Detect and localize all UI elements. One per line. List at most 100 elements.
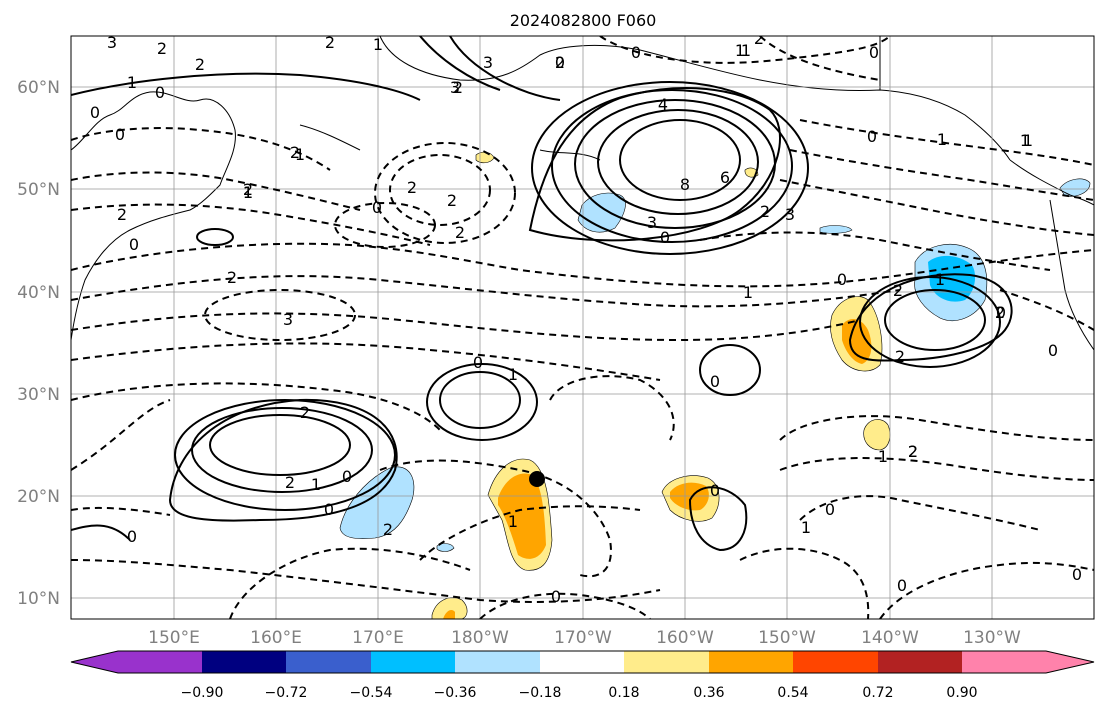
contour-neg-22	[759, 36, 881, 81]
contour-neg-28	[419, 505, 641, 561]
map-title: 2024082800 F060	[510, 11, 657, 30]
contour-label: 6	[720, 168, 730, 187]
shade-lightblue-west	[339, 466, 415, 539]
colorbar-tick-label: −0.54	[350, 685, 393, 701]
lon-label: 150°E	[148, 628, 200, 648]
contour-label: 2	[760, 202, 770, 221]
colorbar-tick-label: 0.54	[777, 685, 808, 701]
contour-neg-13	[779, 415, 1094, 441]
contour-label: 0	[555, 53, 565, 72]
contour-label: 1	[878, 447, 888, 466]
contour-label: 0	[710, 372, 720, 391]
lat-label: 60°N	[17, 78, 60, 98]
colorbar-cells	[70, 650, 1095, 674]
lon-label: 170°E	[352, 628, 404, 648]
contour-label: 0	[115, 125, 125, 144]
contour-label: 1	[935, 270, 945, 289]
colorbar-tick-label: −0.18	[519, 685, 562, 701]
contour-label: 1	[735, 41, 745, 60]
contour-neg-8	[71, 559, 661, 603]
latitude-labels: 60°N 50°N 40°N 30°N 20°N 10°N	[17, 78, 60, 609]
contour-north-1	[71, 72, 421, 101]
lat-label: 30°N	[17, 385, 60, 405]
contour-label: 0	[1072, 565, 1082, 584]
contour-neg-19	[71, 171, 361, 211]
contour-label: 2	[908, 442, 918, 461]
colorbar-tick-label: −0.72	[265, 685, 308, 701]
contour-label: 0	[372, 198, 382, 217]
contour-label: 0	[90, 103, 100, 122]
contour-label: 0	[127, 527, 137, 546]
contour-label: 0	[324, 500, 334, 519]
lat-label: 50°N	[17, 180, 60, 200]
contour-neg-24	[789, 149, 1094, 201]
colorbar-cell	[371, 651, 455, 673]
colorbar-tick-label: 0.90	[946, 685, 977, 701]
contour-neg-3	[71, 312, 861, 342]
colorbar-cell	[455, 651, 540, 673]
contour-label: 1	[295, 145, 305, 164]
contour-neg-9	[229, 547, 471, 619]
contour-label: 1	[243, 183, 253, 202]
contour-label: 0	[867, 127, 877, 146]
contour-neg-23	[799, 119, 1094, 166]
contour-label: 2	[325, 33, 335, 52]
contour-neg-low-w2	[334, 202, 436, 248]
contour-label: 0	[155, 83, 165, 102]
contour-high-east-3	[848, 273, 1013, 362]
contour-label: 0	[837, 270, 847, 289]
contour-label: 1	[1020, 131, 1030, 150]
contour-label: 3	[647, 213, 657, 232]
contour-label: 0	[473, 353, 483, 372]
contour-label: 2	[908, 442, 918, 461]
contour-label: 3	[785, 205, 795, 224]
lon-label: 170°W	[554, 628, 612, 648]
lat-label: 40°N	[17, 283, 60, 303]
contour-neg-2	[71, 275, 901, 308]
lat-label: 10°N	[17, 589, 60, 609]
contour-small-nw	[196, 228, 234, 246]
contour-label: 3	[483, 53, 493, 72]
contour-high-gulf-6	[528, 87, 781, 242]
contour-label: 2	[383, 520, 393, 539]
contour-label: 2	[227, 268, 237, 287]
contour-label: 1	[373, 35, 383, 54]
contour-high-west-1	[209, 414, 351, 476]
coast-alaska	[379, 36, 1011, 161]
contour-high-west-2	[191, 407, 373, 493]
contour-high-gulf-2	[597, 109, 759, 215]
contour-label: 2	[447, 191, 457, 210]
contour-high-mid2	[426, 363, 538, 441]
contour-north-2	[419, 36, 501, 91]
contour-neg-25	[779, 179, 1094, 236]
shade-orange-south	[443, 610, 455, 619]
lon-label: 160°W	[656, 628, 714, 648]
contour-label: 1	[243, 183, 253, 202]
contour-label: 2	[995, 303, 1005, 322]
contour-label: 0	[342, 467, 352, 486]
shade-lightblue-tiny	[436, 543, 455, 552]
contour-label: 1	[937, 130, 947, 149]
colorbar-extend-min	[71, 651, 118, 673]
contours-positive	[71, 36, 1013, 552]
contour-label: 2	[285, 473, 295, 492]
shade-orange-center	[498, 473, 546, 559]
contour-sw	[71, 524, 131, 541]
contour-label: 2	[754, 29, 764, 48]
colorbar-cell	[540, 651, 624, 673]
contour-neg-16	[879, 561, 1094, 619]
contour-label: 3	[283, 310, 293, 329]
contour-neg-low-nmid2	[374, 142, 516, 244]
contours-negative	[71, 36, 1094, 619]
colorbar-cell	[793, 651, 878, 673]
contour-label: 2	[455, 223, 465, 242]
shade-yellow-small	[863, 419, 891, 451]
graticule	[71, 36, 1094, 619]
contour-neg-21	[599, 36, 891, 64]
colorbar-cell	[962, 651, 1046, 673]
contour-label: 1	[801, 518, 811, 537]
coast-westcoast	[1049, 199, 1094, 351]
contour-label: 0	[660, 228, 670, 247]
contour-label: 2	[300, 403, 310, 422]
